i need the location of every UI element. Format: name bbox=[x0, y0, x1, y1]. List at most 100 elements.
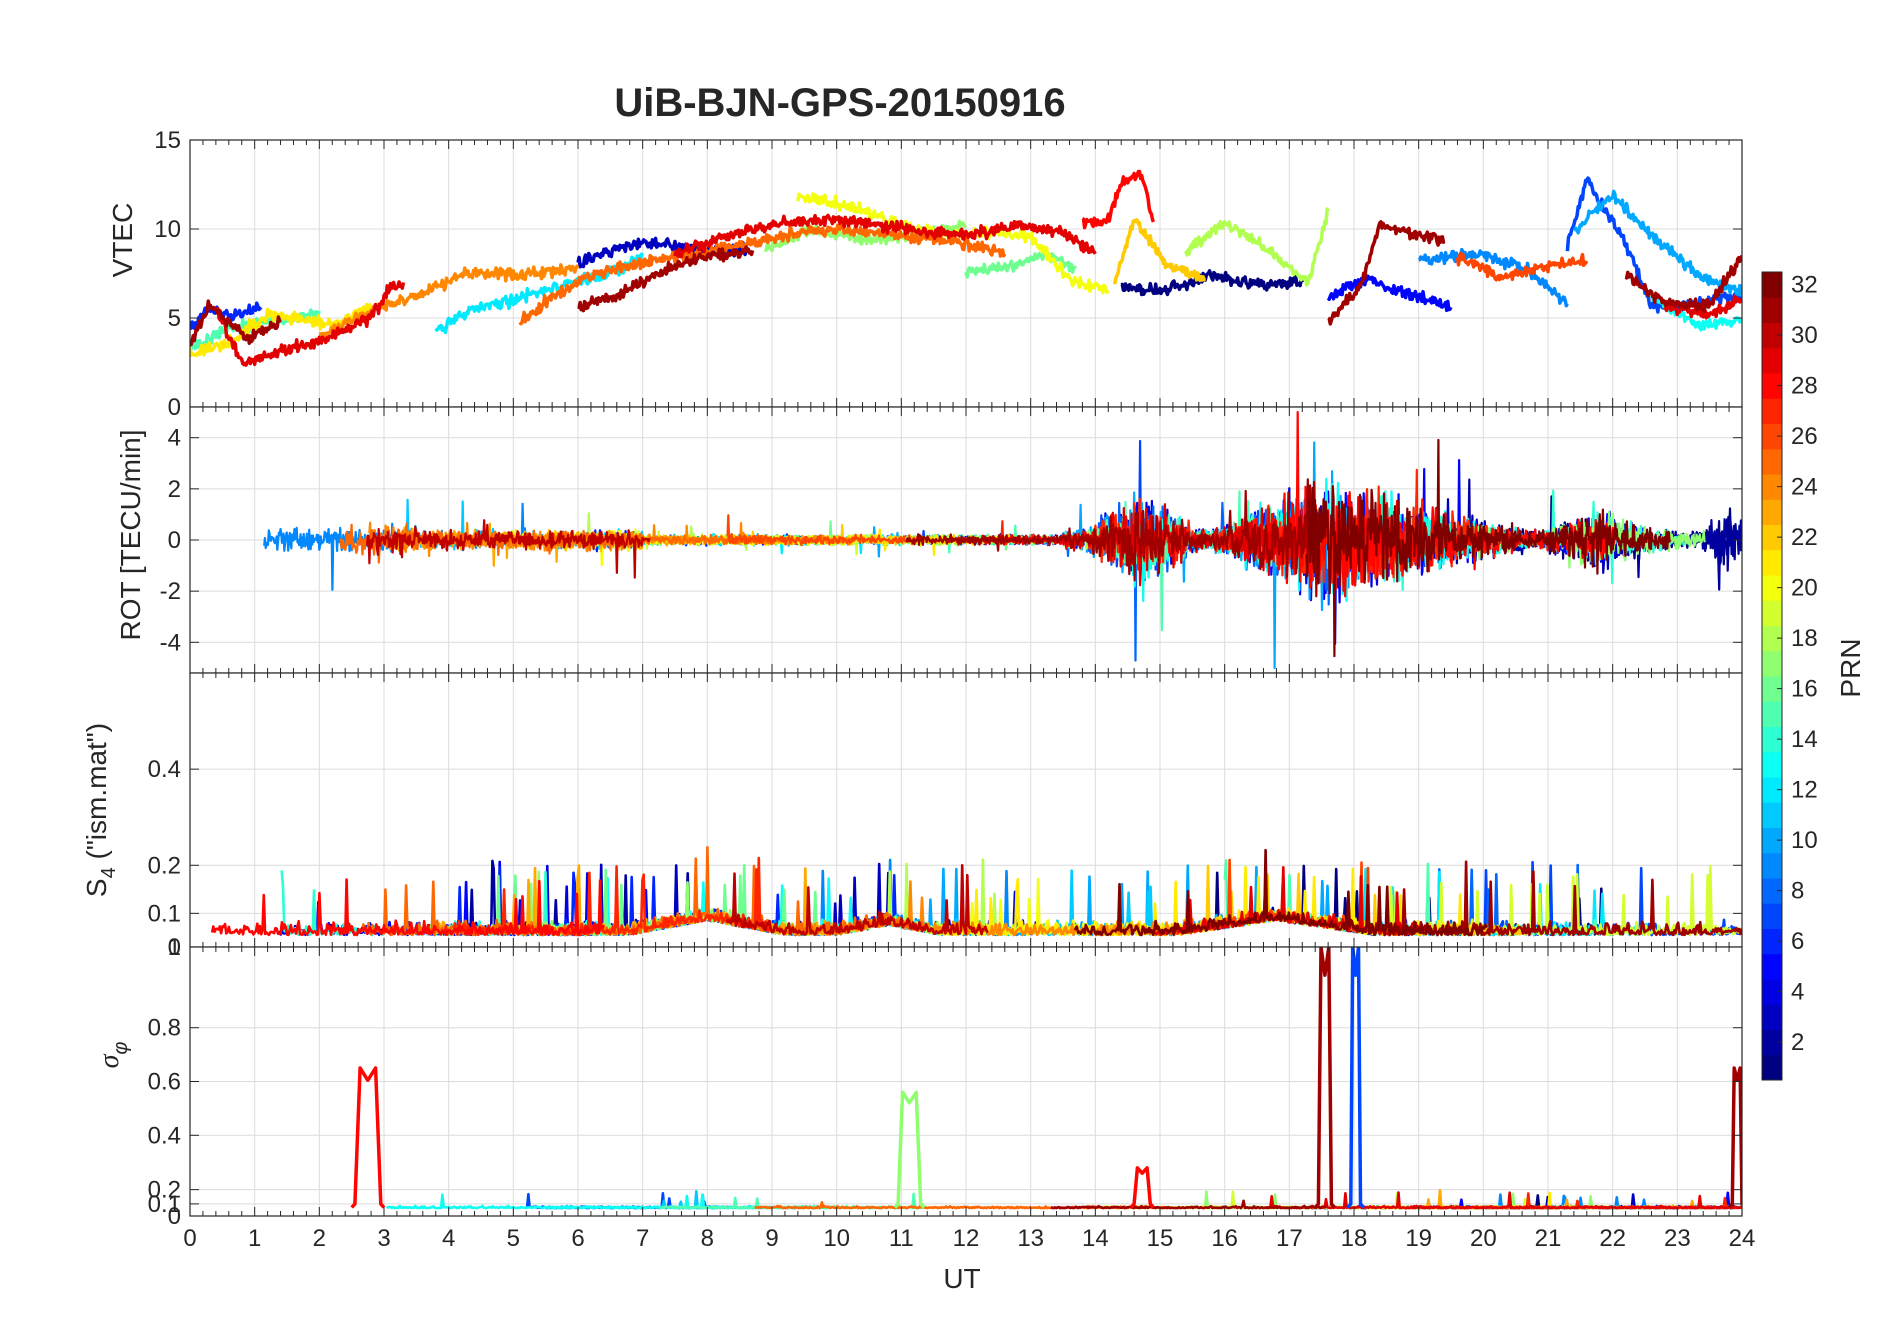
colorbar-segment bbox=[1762, 373, 1782, 399]
colorbar-tick-label: 4 bbox=[1791, 979, 1804, 1006]
x-minor-ticks bbox=[189, 140, 1743, 407]
x-tick-label: 17 bbox=[1276, 1225, 1303, 1252]
colorbar-segment bbox=[1762, 322, 1782, 349]
x-tick-label: 14 bbox=[1082, 1225, 1109, 1252]
vtec-trace-prn-31 bbox=[1327, 220, 1446, 326]
x-tick-label: 24 bbox=[1729, 1225, 1756, 1252]
vtec-trace-prn-25 bbox=[518, 221, 1007, 326]
y-tick-label: 4 bbox=[168, 425, 181, 452]
y-tick-label: -2 bbox=[160, 578, 181, 605]
colorbar-segment bbox=[1762, 928, 1782, 955]
data-traces bbox=[210, 845, 1742, 937]
y-ticks: 0.1 0.2 0.4 bbox=[148, 756, 1742, 927]
colorbar-tick-label: 26 bbox=[1791, 423, 1818, 450]
y-tick-label: 0 bbox=[168, 527, 181, 554]
data-traces bbox=[350, 947, 1742, 1210]
vtec-trace-prn-28 bbox=[1081, 169, 1156, 230]
y-tick-label: 0.1 bbox=[148, 1191, 181, 1218]
colorbar-tick-label: 32 bbox=[1791, 272, 1818, 299]
vtec-panel: 0 5 10 15 bbox=[154, 127, 1743, 421]
colorbar-tick-label: 20 bbox=[1791, 575, 1818, 602]
colorbar-tick-label: 22 bbox=[1791, 524, 1818, 551]
rot-trace-prn-30 bbox=[365, 519, 651, 579]
vtec-trace-prn-31 bbox=[1624, 254, 1742, 313]
colorbar-tick-label: 24 bbox=[1791, 474, 1818, 501]
grid bbox=[189, 673, 1743, 947]
s4-trace-prn-32 bbox=[1073, 848, 1488, 937]
y-tick-label: 0 bbox=[168, 394, 181, 421]
vtec-trace-prn-16 bbox=[964, 248, 1077, 279]
colorbar-tick-label: 10 bbox=[1791, 827, 1818, 854]
colorbar-segment bbox=[1762, 903, 1782, 929]
rot-panel: -4 -2 0 2 4 bbox=[160, 406, 1743, 674]
y-tick-label: 5 bbox=[168, 305, 181, 332]
y-tick-label: 0.4 bbox=[148, 756, 181, 783]
colorbar-tick-label: 6 bbox=[1791, 928, 1804, 955]
colorbar-tick-label: 2 bbox=[1791, 1029, 1804, 1056]
colorbar-segment bbox=[1762, 448, 1782, 475]
colorbar-tick-label: 30 bbox=[1791, 322, 1818, 349]
y-tick-label: 10 bbox=[154, 216, 181, 243]
vtec-trace-prn-29 bbox=[1663, 294, 1742, 320]
colorbar-tick-label: 12 bbox=[1791, 777, 1818, 804]
x-tick-label: 10 bbox=[823, 1225, 850, 1252]
colorbar-segment bbox=[1762, 524, 1782, 551]
x-tick-label: 1 bbox=[248, 1225, 261, 1252]
x-tick-label: 7 bbox=[636, 1225, 649, 1252]
vtec-trace-prn-1 bbox=[1120, 269, 1304, 297]
y-tick-label: 2 bbox=[168, 476, 181, 503]
y-ticks: 00.10.20.40.60.801 bbox=[148, 934, 1742, 1230]
colorbar-outline bbox=[1761, 271, 1783, 1081]
s4-axis-label: S4 ("ism.mat") bbox=[81, 723, 120, 897]
colorbar-tick-label: 8 bbox=[1791, 878, 1804, 905]
colorbar-segment bbox=[1762, 575, 1782, 601]
data-traces bbox=[263, 411, 1742, 670]
colorbar-segment bbox=[1762, 499, 1782, 525]
sigma-spike-prn-17 bbox=[893, 1090, 926, 1209]
colorbar-segment bbox=[1762, 600, 1782, 626]
x-tick-label: 23 bbox=[1664, 1225, 1691, 1252]
x-axis-label: UT bbox=[943, 1263, 980, 1294]
x-tick-label: 16 bbox=[1211, 1225, 1238, 1252]
x-minor-ticks bbox=[189, 407, 1743, 673]
rot-trace-prn-31 bbox=[905, 478, 1321, 598]
sigma-spike-prn-31 bbox=[1313, 947, 1336, 1209]
vtec-trace-prn-9 bbox=[1417, 247, 1569, 308]
colorbar-segment bbox=[1762, 979, 1782, 1005]
x-tick-label: 20 bbox=[1470, 1225, 1497, 1252]
x-tick-label: 13 bbox=[1017, 1225, 1044, 1252]
vtec-axis-label: VTEC bbox=[107, 203, 138, 278]
s4-trace-prn-28 bbox=[210, 878, 606, 937]
sigma-spike-prn-28 bbox=[350, 1066, 386, 1209]
colorbar-segment bbox=[1762, 777, 1782, 803]
s4-panel: 0.1 0.2 0.4 bbox=[148, 672, 1743, 948]
x-tick-label: 22 bbox=[1599, 1225, 1626, 1252]
y-tick-label: 0.1 bbox=[148, 900, 181, 927]
colorbar-segment bbox=[1762, 1029, 1782, 1056]
y-ticks: 0 5 10 15 bbox=[154, 127, 1742, 421]
y-tick-label: 0.2 bbox=[148, 852, 181, 879]
svg-text:σφ: σφ bbox=[94, 1042, 132, 1069]
x-tick-label: 2 bbox=[313, 1225, 326, 1252]
x-minor-ticks bbox=[189, 673, 1743, 947]
vtec-trace-prn-10 bbox=[1572, 189, 1742, 297]
x-minor-ticks bbox=[189, 947, 1743, 1216]
sigma-trace-prn-31 bbox=[1050, 1199, 1327, 1210]
vtec-trace-prn-20 bbox=[796, 192, 1110, 295]
y-tick-label-overlap: 0 bbox=[168, 934, 181, 961]
colorbar-segment bbox=[1762, 423, 1782, 450]
colorbar-segment bbox=[1762, 751, 1782, 778]
x-tick-label: 15 bbox=[1147, 1225, 1174, 1252]
x-tick-label: 18 bbox=[1341, 1225, 1368, 1252]
colorbar-segment bbox=[1762, 625, 1782, 652]
colorbar-segment bbox=[1762, 827, 1782, 854]
vtec-trace-prn-12 bbox=[434, 252, 645, 335]
colorbar-segment bbox=[1762, 676, 1782, 702]
colorbar-tick-label: 14 bbox=[1791, 726, 1818, 753]
x-tick-label: 11 bbox=[889, 1225, 914, 1252]
colorbar-segment bbox=[1762, 852, 1782, 879]
sigma-phi-axis-label: σφ bbox=[94, 1042, 132, 1069]
svg-text:PRN: PRN bbox=[1835, 638, 1866, 697]
